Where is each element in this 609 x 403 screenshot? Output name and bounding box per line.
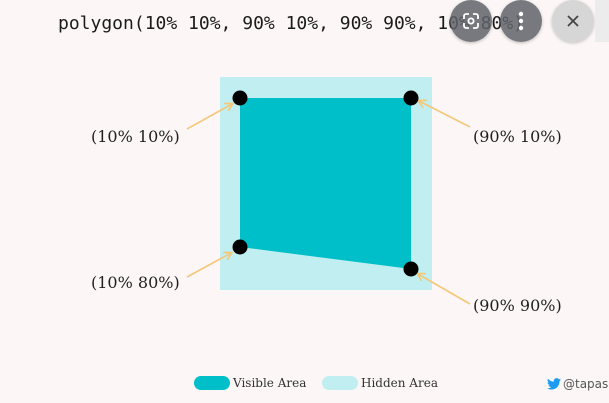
label-bottom-left: (10% 80%) [91, 273, 180, 292]
arrow-bottom-right [418, 274, 471, 305]
legend-hidden-label: Hidden Area [361, 376, 438, 390]
legend-visible-swatch [194, 376, 230, 390]
arrow-top-left [186, 104, 232, 130]
author-credit: @tapasa [547, 377, 609, 391]
twitter-bird-icon [547, 378, 561, 390]
label-bottom-right: (90% 90%) [473, 296, 562, 315]
legend-visible-label: Visible Area [233, 376, 307, 390]
legend-hidden-swatch [322, 376, 358, 390]
polygon-code-title: polygon(10% 10%, 90% 10%, 90% 90%, 10% 8… [58, 13, 524, 34]
point-top-right [403, 90, 419, 106]
close-button[interactable] [552, 0, 594, 42]
google-lens-button[interactable] [450, 0, 492, 42]
credit-handle: @tapasa [563, 377, 609, 391]
point-bottom-right [403, 261, 419, 277]
label-top-left: (10% 10%) [91, 127, 180, 146]
point-top-left [232, 90, 248, 106]
legend-visible-area: Visible Area [194, 376, 306, 390]
close-icon [567, 15, 579, 27]
google-lens-icon [463, 13, 479, 29]
point-bottom-left [232, 239, 248, 255]
arrow-top-right [419, 101, 471, 128]
edge-panel [595, 0, 609, 42]
more-options-button[interactable] [500, 0, 542, 42]
arrow-bottom-left [186, 253, 231, 278]
more-vertical-icon [518, 11, 524, 31]
label-top-right: (90% 10%) [473, 127, 562, 146]
visible-area-polygon [240, 98, 411, 269]
legend-hidden-area: Hidden Area [322, 376, 438, 390]
